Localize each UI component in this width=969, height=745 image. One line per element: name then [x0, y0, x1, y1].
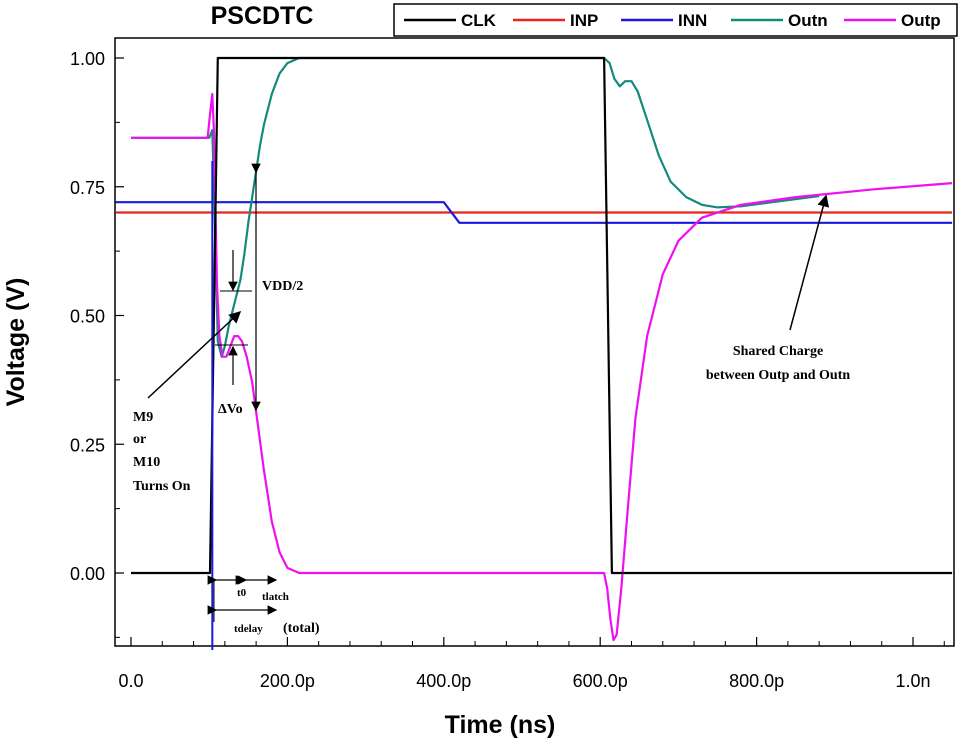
y-tick-label: 0.00: [70, 564, 105, 584]
x-tick-label: 600.0p: [573, 671, 628, 691]
shared-charge-arrow: [789, 194, 830, 331]
series-layer: [115, 56, 953, 650]
y-tick-label: 0.50: [70, 307, 105, 327]
x-tick-label: 1.0n: [895, 671, 930, 691]
x-tick-label: 400.0p: [416, 671, 471, 691]
y-tick-label: 0.75: [70, 178, 105, 198]
series-line-outn: [131, 56, 820, 358]
x-tick-label: 0.0: [118, 671, 143, 691]
m9-label-4: Turns On: [133, 479, 191, 494]
legend-label-inp: INP: [570, 11, 598, 30]
y-axis-ticks: 0.00 0.25 0.50 0.75 1.00: [70, 49, 124, 638]
x-axis-title: Time (ns): [445, 711, 556, 739]
x-axis-ticks: 0.0 200.0p 400.0p 600.0p 800.0p 1.0n: [118, 637, 945, 691]
chart-title: PSCDTC: [211, 2, 314, 30]
m9-label-1: M9: [133, 410, 153, 425]
series-line-inn: [115, 201, 953, 224]
shared-charge-label-1: Shared Charge: [733, 344, 823, 359]
y-tick-label: 0.25: [70, 435, 105, 455]
annotations: VDD/2 ΔVo M9 or M10 Turns On Shared Char…: [133, 163, 851, 636]
legend-label-inn: INN: [678, 11, 707, 30]
tlatch-label: tlatch: [262, 591, 289, 603]
legend: CLK INP INN Outn Outp: [393, 3, 958, 37]
m9-label-3: M10: [133, 455, 160, 470]
series-line-clk: [131, 56, 953, 575]
tdelay-total-label: (total): [283, 621, 320, 636]
y-tick-label: 1.00: [70, 49, 105, 69]
shared-charge-label-2: between Outp and Outn: [706, 368, 851, 383]
delta-vo-label: ΔVo: [218, 402, 243, 417]
x-tick-label: 200.0p: [260, 671, 315, 691]
tdelay-label: tdelay: [234, 623, 263, 635]
t0-label: t0: [237, 587, 247, 599]
legend-label-clk: CLK: [461, 11, 497, 30]
vdd2-label: VDD/2: [262, 279, 303, 294]
m9-label-2: or: [133, 432, 146, 447]
m9-arrow: [147, 310, 242, 399]
y-axis-title: Voltage (V): [2, 278, 30, 407]
series-line-outp: [131, 92, 953, 642]
legend-label-outn: Outn: [788, 11, 828, 30]
plot-frame: [114, 37, 955, 647]
x-tick-label: 800.0p: [729, 671, 784, 691]
legend-label-outp: Outp: [901, 11, 941, 30]
